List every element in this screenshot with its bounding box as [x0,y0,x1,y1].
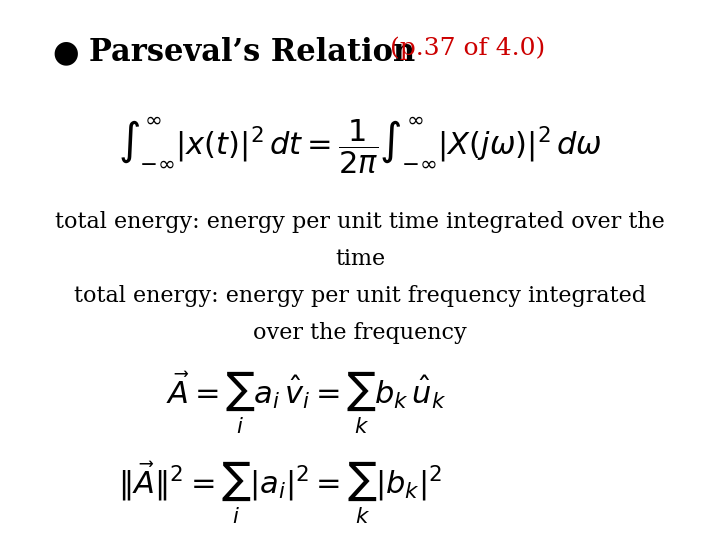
Text: total energy: energy per unit time integrated over the: total energy: energy per unit time integ… [55,211,665,233]
Text: $\int_{-\infty}^{\infty} |x(t)|^2\, dt = \dfrac{1}{2\pi} \int_{-\infty}^{\infty}: $\int_{-\infty}^{\infty} |x(t)|^2\, dt =… [118,116,602,176]
Text: $\vec{A} = \sum_i a_i\, \hat{v}_i = \sum_k b_k\, \hat{u}_k$: $\vec{A} = \sum_i a_i\, \hat{v}_i = \sum… [166,369,447,436]
Text: over the frequency: over the frequency [253,322,467,343]
Text: total energy: energy per unit frequency integrated: total energy: energy per unit frequency … [74,285,646,307]
Text: ●: ● [53,37,79,68]
Text: time: time [335,248,385,270]
Text: $\| \vec{A} \|^2 = \sum_i |a_i|^2 = \sum_k |b_k|^2$: $\| \vec{A} \|^2 = \sum_i |a_i|^2 = \sum… [118,458,442,525]
Text: (p.37 of 4.0): (p.37 of 4.0) [390,37,545,60]
Text: Parseval’s Relation: Parseval’s Relation [89,37,415,68]
